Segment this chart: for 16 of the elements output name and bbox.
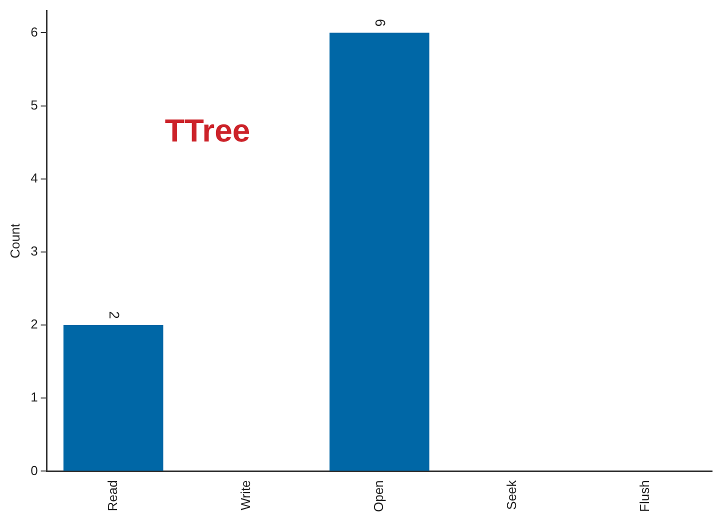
data-label: 6 [372, 18, 389, 27]
y-tick-label: 3 [30, 244, 38, 259]
x-tick-label: Open [370, 480, 386, 512]
y-tick-label: 6 [30, 24, 38, 40]
data-label: 2 [106, 311, 122, 320]
x-tick-label: Flush [637, 480, 652, 512]
x-tick-label: Seek [504, 480, 520, 510]
x-tick-label: Read [104, 480, 120, 512]
y-tick-label: 4 [30, 170, 38, 186]
y-tick-label: 2 [30, 316, 38, 332]
y-tick-label: 1 [30, 390, 38, 405]
y-tick-label: 0 [30, 462, 38, 478]
annotation: TTree [164, 112, 250, 149]
y-axis-title: Count [7, 223, 22, 258]
y-tick-label: 5 [30, 97, 38, 112]
x-tick-label: Write [238, 480, 253, 510]
